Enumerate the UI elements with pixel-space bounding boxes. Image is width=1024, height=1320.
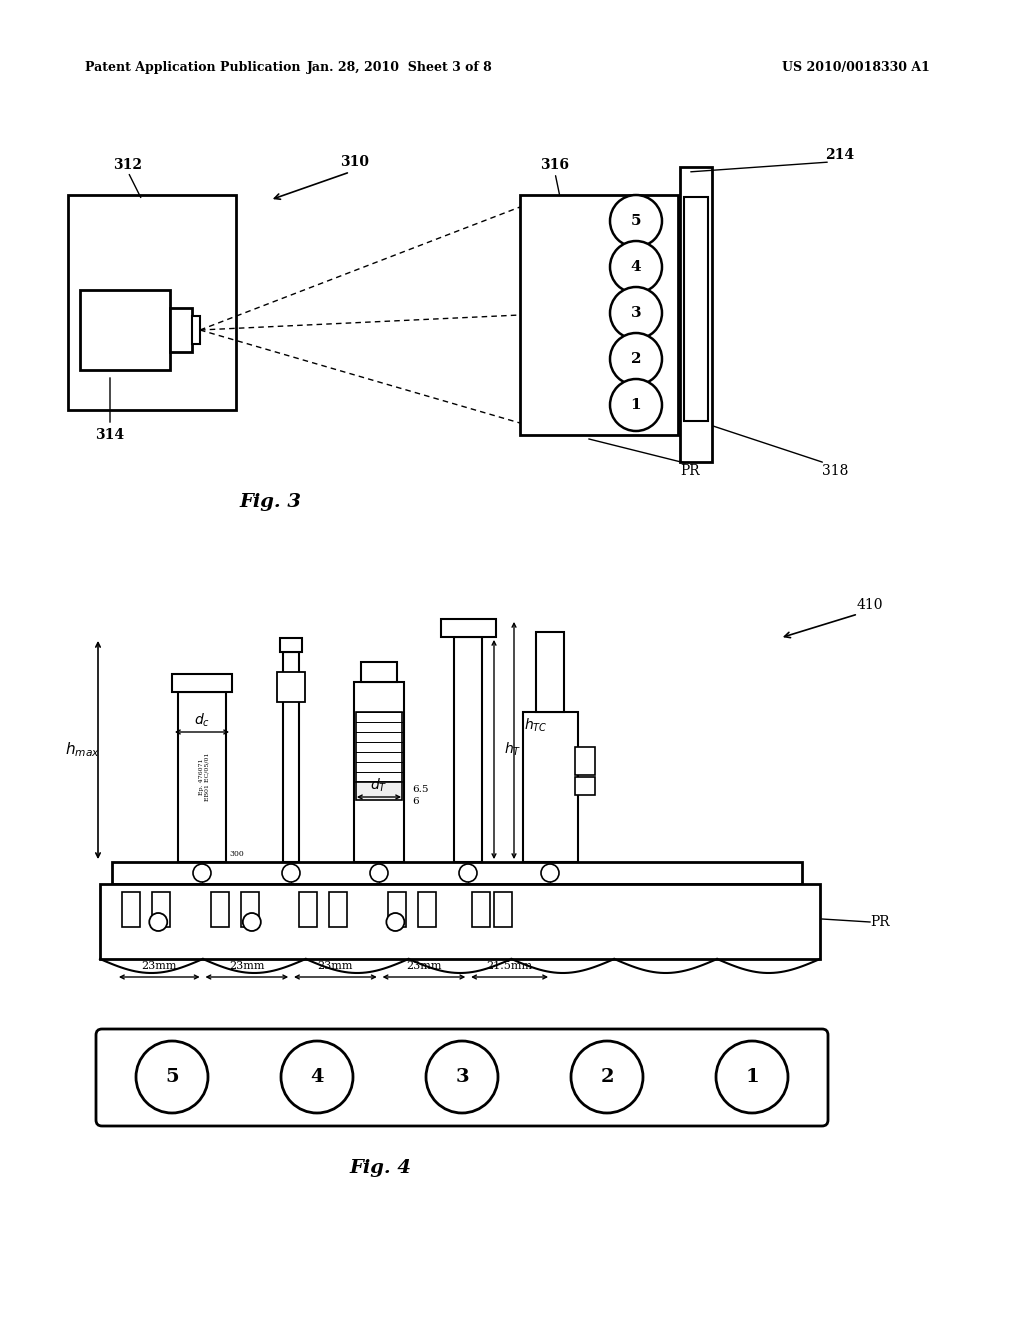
- Circle shape: [610, 333, 662, 385]
- Text: US 2010/0018330 A1: US 2010/0018330 A1: [782, 62, 930, 74]
- Text: $d_c$: $d_c$: [194, 711, 210, 729]
- Text: 21.5mm: 21.5mm: [486, 961, 532, 972]
- Bar: [283, 652, 299, 862]
- Text: 6.5: 6.5: [412, 784, 428, 793]
- Text: 314: 314: [95, 428, 125, 442]
- Bar: [193, 315, 200, 345]
- Bar: [329, 892, 347, 927]
- Bar: [523, 711, 578, 862]
- Text: 6: 6: [412, 797, 419, 807]
- Bar: [178, 692, 226, 862]
- Bar: [172, 675, 232, 692]
- Circle shape: [610, 195, 662, 247]
- Bar: [299, 892, 317, 927]
- Circle shape: [541, 865, 559, 882]
- Text: $h_{max}$: $h_{max}$: [65, 741, 99, 759]
- Text: 300: 300: [229, 850, 244, 858]
- Bar: [388, 892, 406, 927]
- Bar: [170, 308, 193, 352]
- Text: 3: 3: [631, 306, 641, 319]
- Text: PR: PR: [680, 465, 699, 478]
- Text: 5: 5: [165, 1068, 179, 1086]
- Text: 3: 3: [456, 1068, 469, 1086]
- Bar: [354, 682, 404, 862]
- Circle shape: [193, 865, 211, 882]
- Circle shape: [610, 286, 662, 339]
- Circle shape: [426, 1041, 498, 1113]
- Text: $h_{TC}$: $h_{TC}$: [524, 717, 548, 734]
- Circle shape: [459, 865, 477, 882]
- Text: 2: 2: [631, 352, 641, 366]
- Bar: [536, 632, 564, 711]
- Text: Jan. 28, 2010  Sheet 3 of 8: Jan. 28, 2010 Sheet 3 of 8: [307, 62, 493, 74]
- Bar: [454, 638, 482, 862]
- Text: 410: 410: [857, 598, 884, 612]
- Bar: [280, 638, 302, 652]
- Circle shape: [370, 865, 388, 882]
- Text: 5: 5: [631, 214, 641, 228]
- Bar: [211, 892, 228, 927]
- Circle shape: [610, 379, 662, 432]
- Bar: [520, 195, 678, 436]
- Circle shape: [716, 1041, 788, 1113]
- Bar: [100, 884, 820, 960]
- Text: 4: 4: [631, 260, 641, 275]
- Text: 23mm: 23mm: [141, 961, 177, 972]
- Bar: [112, 862, 802, 884]
- Bar: [278, 672, 305, 702]
- Text: 312: 312: [114, 158, 142, 172]
- Text: 2: 2: [600, 1068, 613, 1086]
- Text: 1: 1: [631, 399, 641, 412]
- Bar: [680, 168, 712, 462]
- Text: Ep. 476071
EB01 EC/05/01: Ep. 476071 EB01 EC/05/01: [199, 752, 209, 801]
- Text: 1: 1: [745, 1068, 759, 1086]
- Text: 23mm: 23mm: [407, 961, 441, 972]
- Bar: [80, 290, 170, 370]
- Bar: [122, 892, 140, 927]
- Circle shape: [610, 242, 662, 293]
- Bar: [241, 892, 258, 927]
- Bar: [356, 781, 402, 800]
- Bar: [68, 195, 236, 411]
- Circle shape: [243, 913, 261, 931]
- Text: 23mm: 23mm: [229, 961, 264, 972]
- Text: 310: 310: [341, 154, 370, 169]
- Text: PR: PR: [870, 915, 890, 929]
- Bar: [356, 711, 402, 781]
- Circle shape: [386, 913, 404, 931]
- Bar: [441, 619, 496, 638]
- Text: 318: 318: [822, 465, 848, 478]
- Text: 316: 316: [541, 158, 569, 172]
- Text: Fig. 4: Fig. 4: [349, 1159, 411, 1177]
- Text: $h_T$: $h_T$: [504, 741, 521, 758]
- Bar: [361, 663, 397, 682]
- Bar: [575, 747, 595, 775]
- Bar: [418, 892, 435, 927]
- Bar: [684, 197, 708, 421]
- Bar: [495, 892, 512, 927]
- Text: Patent Application Publication: Patent Application Publication: [85, 62, 300, 74]
- Circle shape: [136, 1041, 208, 1113]
- Circle shape: [150, 913, 167, 931]
- Text: 23mm: 23mm: [317, 961, 353, 972]
- Text: $d_T$: $d_T$: [371, 776, 388, 793]
- Circle shape: [571, 1041, 643, 1113]
- FancyBboxPatch shape: [96, 1030, 828, 1126]
- Text: 214: 214: [825, 148, 855, 162]
- Circle shape: [281, 1041, 353, 1113]
- Bar: [472, 892, 490, 927]
- Text: Fig. 3: Fig. 3: [239, 492, 301, 511]
- Bar: [575, 777, 595, 795]
- Bar: [152, 892, 170, 927]
- Circle shape: [282, 865, 300, 882]
- Text: 4: 4: [310, 1068, 324, 1086]
